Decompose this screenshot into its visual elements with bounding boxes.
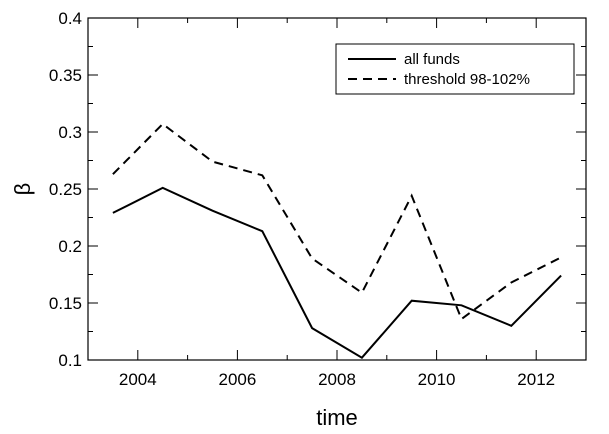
y-tick-label: 0.3 bbox=[58, 123, 82, 142]
y-axis-label: β bbox=[10, 183, 35, 196]
tick-labels: 0.1 0.15 0.2 0.25 0.3 0.35 0.4 2004 2006 2008 2010… bbox=[49, 9, 555, 389]
x-tick-label: 2010 bbox=[418, 370, 456, 389]
legend-box bbox=[335, 43, 575, 95]
y-tick-label: 0.2 bbox=[58, 237, 82, 256]
x-tick-label: 2012 bbox=[517, 370, 555, 389]
y-tick-label: 0.15 bbox=[49, 294, 82, 313]
x-axis-label: time bbox=[316, 405, 358, 430]
y-tick-label: 0.1 bbox=[58, 351, 82, 370]
legend-label-threshold: threshold 98-102% bbox=[404, 71, 530, 88]
x-tick-label: 2006 bbox=[218, 370, 256, 389]
series-line-threshold bbox=[112, 122, 562, 321]
y-tick-label: 0.4 bbox=[58, 9, 82, 28]
x-tick-label: 2004 bbox=[119, 370, 157, 389]
series-line-all-funds bbox=[112, 186, 562, 359]
legend-label-all-funds: all funds bbox=[404, 51, 460, 68]
y-tick-label: 0.25 bbox=[49, 180, 82, 199]
legend: all funds threshold 98-102% bbox=[335, 43, 575, 95]
data-lines bbox=[112, 122, 562, 359]
axis-ticks bbox=[87, 17, 587, 361]
x-tick-label: 2008 bbox=[318, 370, 356, 389]
y-tick-label: 0.35 bbox=[49, 66, 82, 85]
